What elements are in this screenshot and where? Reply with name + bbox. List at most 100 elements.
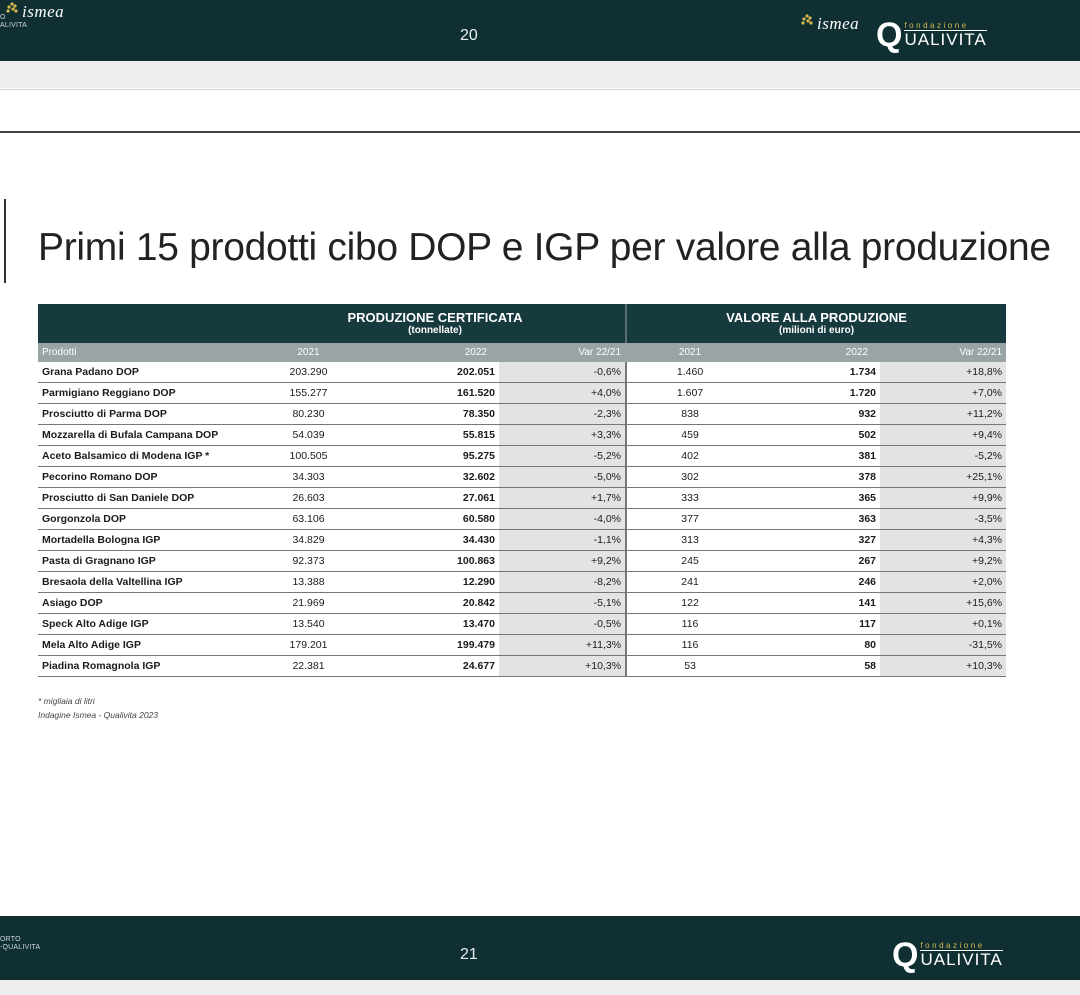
footnote: * migliaia di litri	[38, 696, 95, 706]
group-header-value: VALORE ALLA PRODUZIONE (milioni di euro)	[625, 304, 1007, 343]
accent-bar	[4, 199, 6, 283]
cell-value-var: -3,5%	[880, 508, 1007, 530]
cell-value-2021: 53	[626, 655, 754, 677]
cell-value-var: +15,6%	[880, 592, 1007, 614]
row-product: Parmigiano Reggiano DOP	[38, 382, 245, 404]
row-product: Pecorino Romano DOP	[38, 466, 245, 488]
qualivita-fondazione: fondazione	[904, 21, 969, 30]
row-product: Bresaola della Valtellina IGP	[38, 571, 245, 593]
cell-prod-2021: 34.829	[245, 529, 372, 551]
cell-value-2021: 245	[626, 550, 754, 572]
row-product: Asiago DOP	[38, 592, 245, 614]
table-row: Gorgonzola DOP 63.106 60.580 -4,0% 377 363 -3,…	[38, 508, 1007, 530]
page-gap	[0, 61, 1080, 88]
table-row: Prosciutto di Parma DOP 80.230 78.350 -2,3%…	[38, 403, 1007, 425]
row-product: Prosciutto di Parma DOP	[38, 403, 245, 425]
cell-value-var: +9,4%	[880, 424, 1007, 446]
cell-value-2021: 1.460	[626, 362, 754, 383]
table-row: Mela Alto Adige IGP 179.201 199.479 +11,3% 1…	[38, 634, 1007, 656]
cell-prod-var: -8,2%	[499, 571, 628, 593]
cell-value-var: +9,9%	[880, 487, 1007, 509]
cell-value-2022: 363	[753, 508, 881, 530]
cell-value-var: -5,2%	[880, 445, 1007, 467]
cell-value-2022: 365	[753, 487, 881, 509]
table-row: Bresaola della Valtellina IGP 13.388 12.29…	[38, 571, 1007, 593]
cell-value-2022: 932	[753, 403, 881, 425]
cell-value-2021: 122	[626, 592, 754, 614]
col-header-2022: 2022	[753, 343, 881, 362]
cell-prod-2022: 202.051	[372, 362, 499, 383]
cell-prod-var: -1,1%	[499, 529, 628, 551]
cell-prod-2022: 95.275	[372, 445, 499, 467]
cell-value-2022: 141	[753, 592, 881, 614]
page-gap	[0, 980, 1080, 995]
cell-value-var: +11,2%	[880, 403, 1007, 425]
cell-value-2022: 502	[753, 424, 881, 446]
qualivita-logo: Q fondazione UALIVITA	[892, 936, 1003, 974]
page-number: 20	[460, 27, 478, 44]
cell-prod-var: -0,5%	[499, 613, 628, 635]
col-header-2022: 2022	[372, 343, 499, 362]
cell-prod-2022: 32.602	[372, 466, 499, 488]
row-product: Gorgonzola DOP	[38, 508, 245, 530]
cell-prod-var: -4,0%	[499, 508, 628, 530]
row-product: Mortadella Bologna IGP	[38, 529, 245, 551]
cell-prod-var: +3,3%	[499, 424, 628, 446]
cell-prod-2022: 161.520	[372, 382, 499, 404]
cell-value-2021: 1.607	[626, 382, 754, 404]
cell-prod-2021: 63.106	[245, 508, 372, 530]
cell-value-var: +4,3%	[880, 529, 1007, 551]
table-row: Piadina Romagnola IGP 22.381 24.677 +10,3% 5…	[38, 655, 1007, 677]
cell-prod-2022: 24.677	[372, 655, 499, 677]
cell-prod-2021: 26.603	[245, 487, 372, 509]
qualivita-wordmark: UALIVITA	[904, 30, 987, 49]
cell-prod-2021: 179.201	[245, 634, 372, 656]
qualivita-q-mark: Q	[892, 936, 919, 974]
wheat-icon	[801, 14, 813, 25]
cell-prod-2021: 21.969	[245, 592, 372, 614]
table-notes: * migliaia di litri Indagine Ismea - Qua…	[38, 694, 158, 722]
cell-value-2022: 327	[753, 529, 881, 551]
cell-prod-2022: 20.842	[372, 592, 499, 614]
cell-value-2022: 381	[753, 445, 881, 467]
cell-value-2022: 246	[753, 571, 881, 593]
row-product: Mela Alto Adige IGP	[38, 634, 245, 656]
cell-prod-2021: 22.381	[245, 655, 372, 677]
row-product: Pasta di Gragnano IGP	[38, 550, 245, 572]
group-header-production: PRODUZIONE CERTIFICATA (tonnellate)	[245, 304, 627, 343]
table-row: Grana Padano DOP 203.290 202.051 -0,6% 1.460…	[38, 362, 1007, 383]
table-row: Mortadella Bologna IGP 34.829 34.430 -1,1% 3…	[38, 529, 1007, 551]
cell-prod-var: +11,3%	[499, 634, 628, 656]
cell-value-2021: 402	[626, 445, 754, 467]
cell-prod-2021: 155.277	[245, 382, 372, 404]
cell-value-2022: 58	[753, 655, 881, 677]
cell-prod-var: +1,7%	[499, 487, 628, 509]
cell-value-2021: 302	[626, 466, 754, 488]
cell-prod-var: +4,0%	[499, 382, 628, 404]
cell-prod-2022: 78.350	[372, 403, 499, 425]
cell-prod-2021: 203.290	[245, 362, 372, 383]
ismea-wordmark: ismea	[817, 14, 860, 33]
cell-value-2021: 838	[626, 403, 754, 425]
page-number: 21	[460, 946, 478, 963]
divider-light	[0, 89, 1080, 90]
cell-value-2021: 377	[626, 508, 754, 530]
cell-value-var: +18,8%	[880, 362, 1007, 383]
qualivita-q-mark: Q	[876, 16, 903, 54]
cell-prod-2022: 27.061	[372, 487, 499, 509]
cell-value-2022: 80	[753, 634, 881, 656]
page-title: Primi 15 prodotti cibo DOP e IGP per val…	[38, 226, 1051, 269]
cell-prod-2022: 60.580	[372, 508, 499, 530]
cell-prod-2021: 13.388	[245, 571, 372, 593]
report-label: O ALIVITA	[0, 14, 27, 29]
table-row: Speck Alto Adige IGP 13.540 13.470 -0,5% 116…	[38, 613, 1007, 635]
table-row: Aceto Balsamico di Modena IGP * 100.505 95…	[38, 445, 1007, 467]
cell-prod-2021: 13.540	[245, 613, 372, 635]
cell-prod-var: -2,3%	[499, 403, 628, 425]
cell-prod-var: -0,6%	[499, 362, 628, 383]
table-group-header: PRODUZIONE CERTIFICATA (tonnellate) VALO…	[38, 304, 1007, 343]
cell-value-2022: 378	[753, 466, 881, 488]
cell-prod-var: +9,2%	[499, 550, 628, 572]
divider	[0, 131, 1080, 133]
qualivita-fondazione: fondazione	[920, 941, 985, 950]
